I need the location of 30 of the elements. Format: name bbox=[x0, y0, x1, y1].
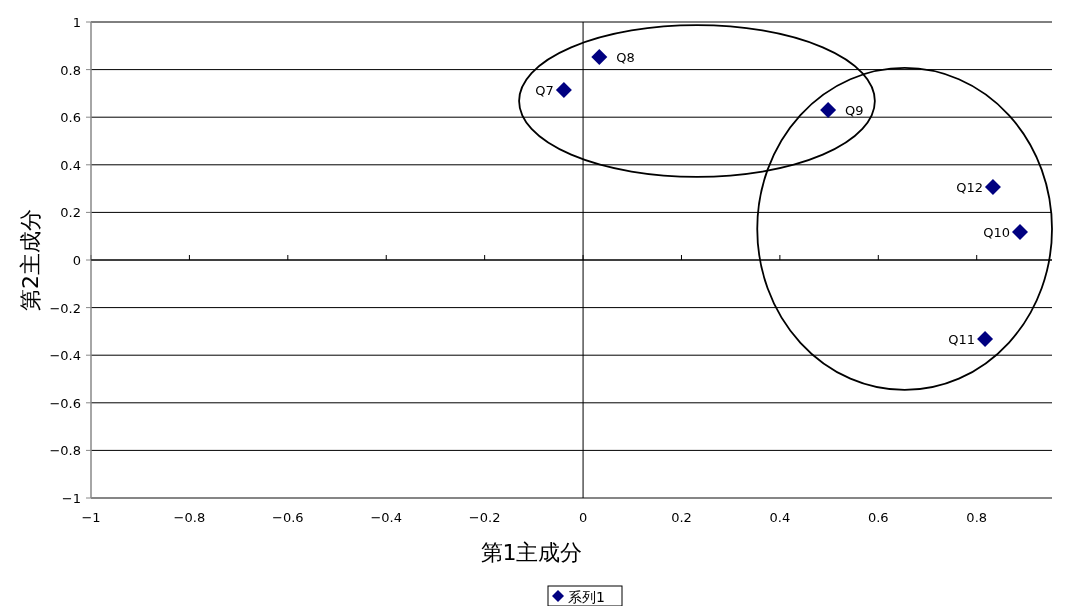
x-tick-label: −0.2 bbox=[468, 510, 501, 525]
annotation: Q8 bbox=[616, 49, 635, 65]
legend-label: 系列1 bbox=[568, 589, 605, 605]
x-tick-label: 0 bbox=[578, 510, 588, 525]
x-axis-title: 第1主成分 bbox=[480, 540, 583, 565]
legend: 系列1 bbox=[547, 585, 623, 606]
x-tick-label: 0.8 bbox=[966, 510, 988, 525]
annotation: Q7 bbox=[535, 83, 554, 99]
y-tick-label: −0.4 bbox=[49, 348, 81, 364]
y-tick-label: −0.6 bbox=[49, 395, 81, 411]
x-tick-label: −0.4 bbox=[370, 510, 403, 525]
annotation: Q11 bbox=[948, 332, 976, 348]
x-tick-label: 0.4 bbox=[769, 510, 791, 525]
y-tick-label: −0.8 bbox=[49, 443, 81, 459]
annotation: Q12 bbox=[956, 179, 983, 195]
annotation: Q9 bbox=[845, 103, 864, 119]
x-tick-label: 0.6 bbox=[867, 510, 889, 525]
y-tick-label: 0 bbox=[72, 253, 81, 268]
y-tick-label: −1 bbox=[61, 491, 81, 506]
x-tick-label: −0.6 bbox=[272, 510, 304, 525]
y-tick-label: 0.4 bbox=[60, 157, 81, 173]
annotation: Q10 bbox=[983, 224, 1011, 240]
y-tick-label: 1 bbox=[72, 15, 81, 30]
y-tick-label: 0.8 bbox=[60, 62, 81, 78]
y-tick-label: 0.6 bbox=[60, 110, 81, 126]
y-tick-label: −0.2 bbox=[49, 300, 81, 316]
y-tick-label: 0.2 bbox=[60, 205, 81, 221]
x-tick-label: −0.8 bbox=[173, 510, 206, 525]
x-tick-label: 0.2 bbox=[671, 510, 692, 525]
y-axis-title: 第2主成分 bbox=[18, 209, 43, 311]
